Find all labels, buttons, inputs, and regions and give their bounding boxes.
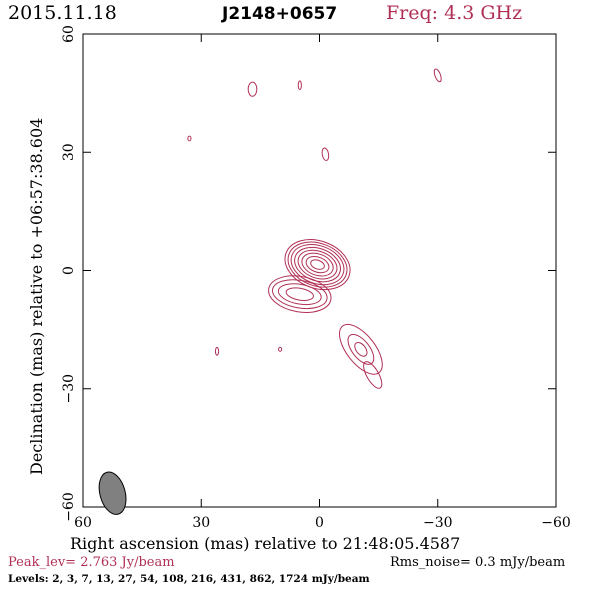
core-contour [287, 241, 348, 288]
y-tick-label: 0 [61, 266, 77, 275]
y-tick-label: −60 [61, 492, 77, 522]
plot-frame [82, 33, 557, 508]
jet-component-contour [347, 333, 375, 365]
core-extension-contour [277, 283, 322, 306]
isolated-contour [433, 68, 442, 83]
x-tick-label: −60 [541, 515, 571, 531]
core-contour [310, 259, 325, 270]
jet-component-contour [354, 341, 368, 357]
y-axis-label: Declination (mas) relative to +06:57:38.… [27, 117, 46, 475]
y-tick-label: 60 [61, 25, 77, 43]
core-extension-contour [268, 275, 332, 313]
isolated-contour [297, 80, 302, 91]
observation-date: 2015.11.18 [8, 2, 117, 24]
source-name: J2148+0657 [222, 4, 338, 24]
outer-jet-contour [363, 361, 383, 389]
isolated-contour [187, 135, 192, 142]
isolated-contour [214, 346, 220, 356]
y-tick-label: −30 [61, 374, 77, 404]
isolated-contour [278, 346, 283, 352]
peak-level: Peak_lev= 2.763 Jy/beam [8, 555, 175, 570]
core-extension-contour [272, 279, 328, 310]
isolated-contour [247, 81, 258, 97]
x-axis-label: Right ascension (mas) relative to 21:48:… [70, 534, 461, 553]
x-tick-label: 60 [74, 515, 92, 531]
beam-ellipse [98, 471, 127, 515]
jet-component-contour [339, 323, 383, 375]
core-contour [301, 252, 334, 277]
rms-noise: Rms_noise= 0.3 mJy/beam [390, 555, 566, 570]
x-tick-label: −30 [423, 515, 453, 531]
core-contour [294, 246, 341, 283]
isolated-contour [321, 147, 330, 161]
y-tick-label: 30 [61, 143, 77, 161]
frequency-label: Freq: 4.3 GHz [386, 2, 523, 24]
x-tick-label: 0 [315, 515, 324, 531]
x-tick-label: 30 [192, 515, 210, 531]
core-contour [297, 249, 338, 280]
core-contour [305, 255, 330, 274]
contour-levels: Levels: 2, 3, 7, 13, 27, 54, 108, 216, 4… [8, 573, 370, 585]
core-extension-contour [285, 287, 314, 301]
